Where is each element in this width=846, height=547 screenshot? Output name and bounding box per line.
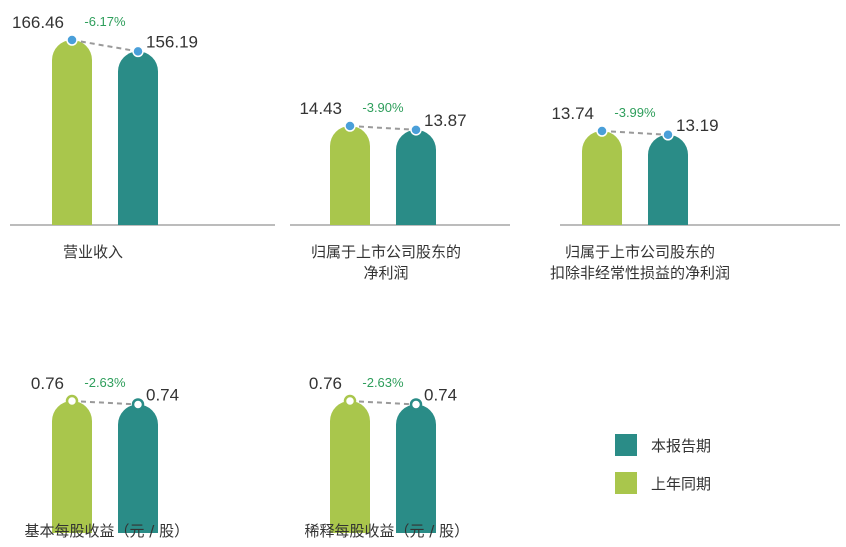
legend-swatch-current bbox=[615, 434, 637, 456]
value-label-current-4: 0.74 bbox=[146, 385, 179, 404]
change-label-4: -2.63% bbox=[84, 375, 126, 390]
marker-previous-2 bbox=[344, 120, 356, 132]
legend-label-previous: 上年同期 bbox=[651, 474, 712, 493]
category-label-5: 稀释每股收益（元 / 股） bbox=[305, 521, 470, 542]
category-label-line: 归属于上市公司股东的 bbox=[565, 243, 716, 261]
legend-item-current: 本报告期 bbox=[615, 432, 711, 458]
marker-current-1 bbox=[132, 45, 144, 58]
bar-current-1 bbox=[118, 51, 158, 226]
category-label-line: 归属于上市公司股东的 bbox=[311, 243, 462, 261]
legend-item-previous: 上年同期 bbox=[615, 470, 711, 496]
marker-previous-4 bbox=[65, 394, 79, 408]
marker-previous-3 bbox=[596, 125, 608, 137]
value-label-current-2: 13.87 bbox=[424, 111, 467, 130]
bar-previous-2 bbox=[330, 126, 370, 225]
value-label-previous-2: 14.43 bbox=[299, 99, 342, 118]
value-label-previous-3: 13.74 bbox=[551, 104, 594, 123]
bar-current-4 bbox=[118, 404, 158, 533]
value-label-current-1: 156.19 bbox=[146, 32, 198, 51]
category-label-2: 归属于上市公司股东的 净利润 bbox=[311, 242, 461, 284]
value-label-current-3: 13.19 bbox=[676, 116, 719, 135]
bar-previous-3 bbox=[582, 131, 622, 225]
connector-1 bbox=[71, 39, 139, 53]
marker-current-3 bbox=[662, 129, 674, 141]
bar-current-5 bbox=[396, 404, 436, 533]
marker-current-2 bbox=[410, 124, 422, 136]
category-label-line: 基本每股收益（元 / 股） bbox=[24, 522, 190, 540]
marker-current-4 bbox=[131, 398, 145, 411]
bar-current-2 bbox=[396, 129, 436, 225]
legend-label-current: 本报告期 bbox=[651, 436, 712, 455]
category-label-line: 营业收入 bbox=[63, 243, 124, 261]
category-label-1: 营业收入 bbox=[63, 242, 123, 263]
legend-swatch-previous bbox=[615, 472, 637, 494]
connector-3 bbox=[601, 130, 669, 136]
bar-current-3 bbox=[648, 134, 688, 225]
value-label-previous-1: 166.46 bbox=[12, 13, 64, 32]
category-label-line: 扣除非经常性损益的净利润 bbox=[550, 264, 731, 282]
marker-previous-1 bbox=[66, 34, 78, 46]
change-label-2: -3.90% bbox=[362, 100, 404, 115]
connector-4 bbox=[71, 400, 139, 406]
bar-previous-5 bbox=[330, 401, 370, 533]
bar-previous-4 bbox=[52, 401, 92, 533]
change-label-3: -3.99% bbox=[614, 105, 656, 120]
connector-2 bbox=[349, 125, 417, 131]
legend: 本报告期 上年同期 bbox=[615, 432, 711, 508]
value-label-previous-4: 0.76 bbox=[31, 374, 64, 393]
change-label-5: -2.63% bbox=[362, 375, 404, 390]
category-label-3: 归属于上市公司股东的 扣除非经常性损益的净利润 bbox=[550, 242, 730, 284]
category-label-line: 净利润 bbox=[363, 264, 409, 282]
change-label-1: -6.17% bbox=[84, 14, 126, 29]
marker-current-5 bbox=[409, 398, 423, 411]
category-label-line: 稀释每股收益（元 / 股） bbox=[304, 522, 470, 540]
marker-previous-5 bbox=[343, 394, 357, 408]
value-label-current-5: 0.74 bbox=[424, 385, 457, 404]
value-label-previous-5: 0.76 bbox=[309, 374, 342, 393]
connector-5 bbox=[349, 400, 417, 406]
bar-previous-1 bbox=[52, 40, 92, 225]
category-label-4: 基本每股收益（元 / 股） bbox=[25, 521, 190, 542]
